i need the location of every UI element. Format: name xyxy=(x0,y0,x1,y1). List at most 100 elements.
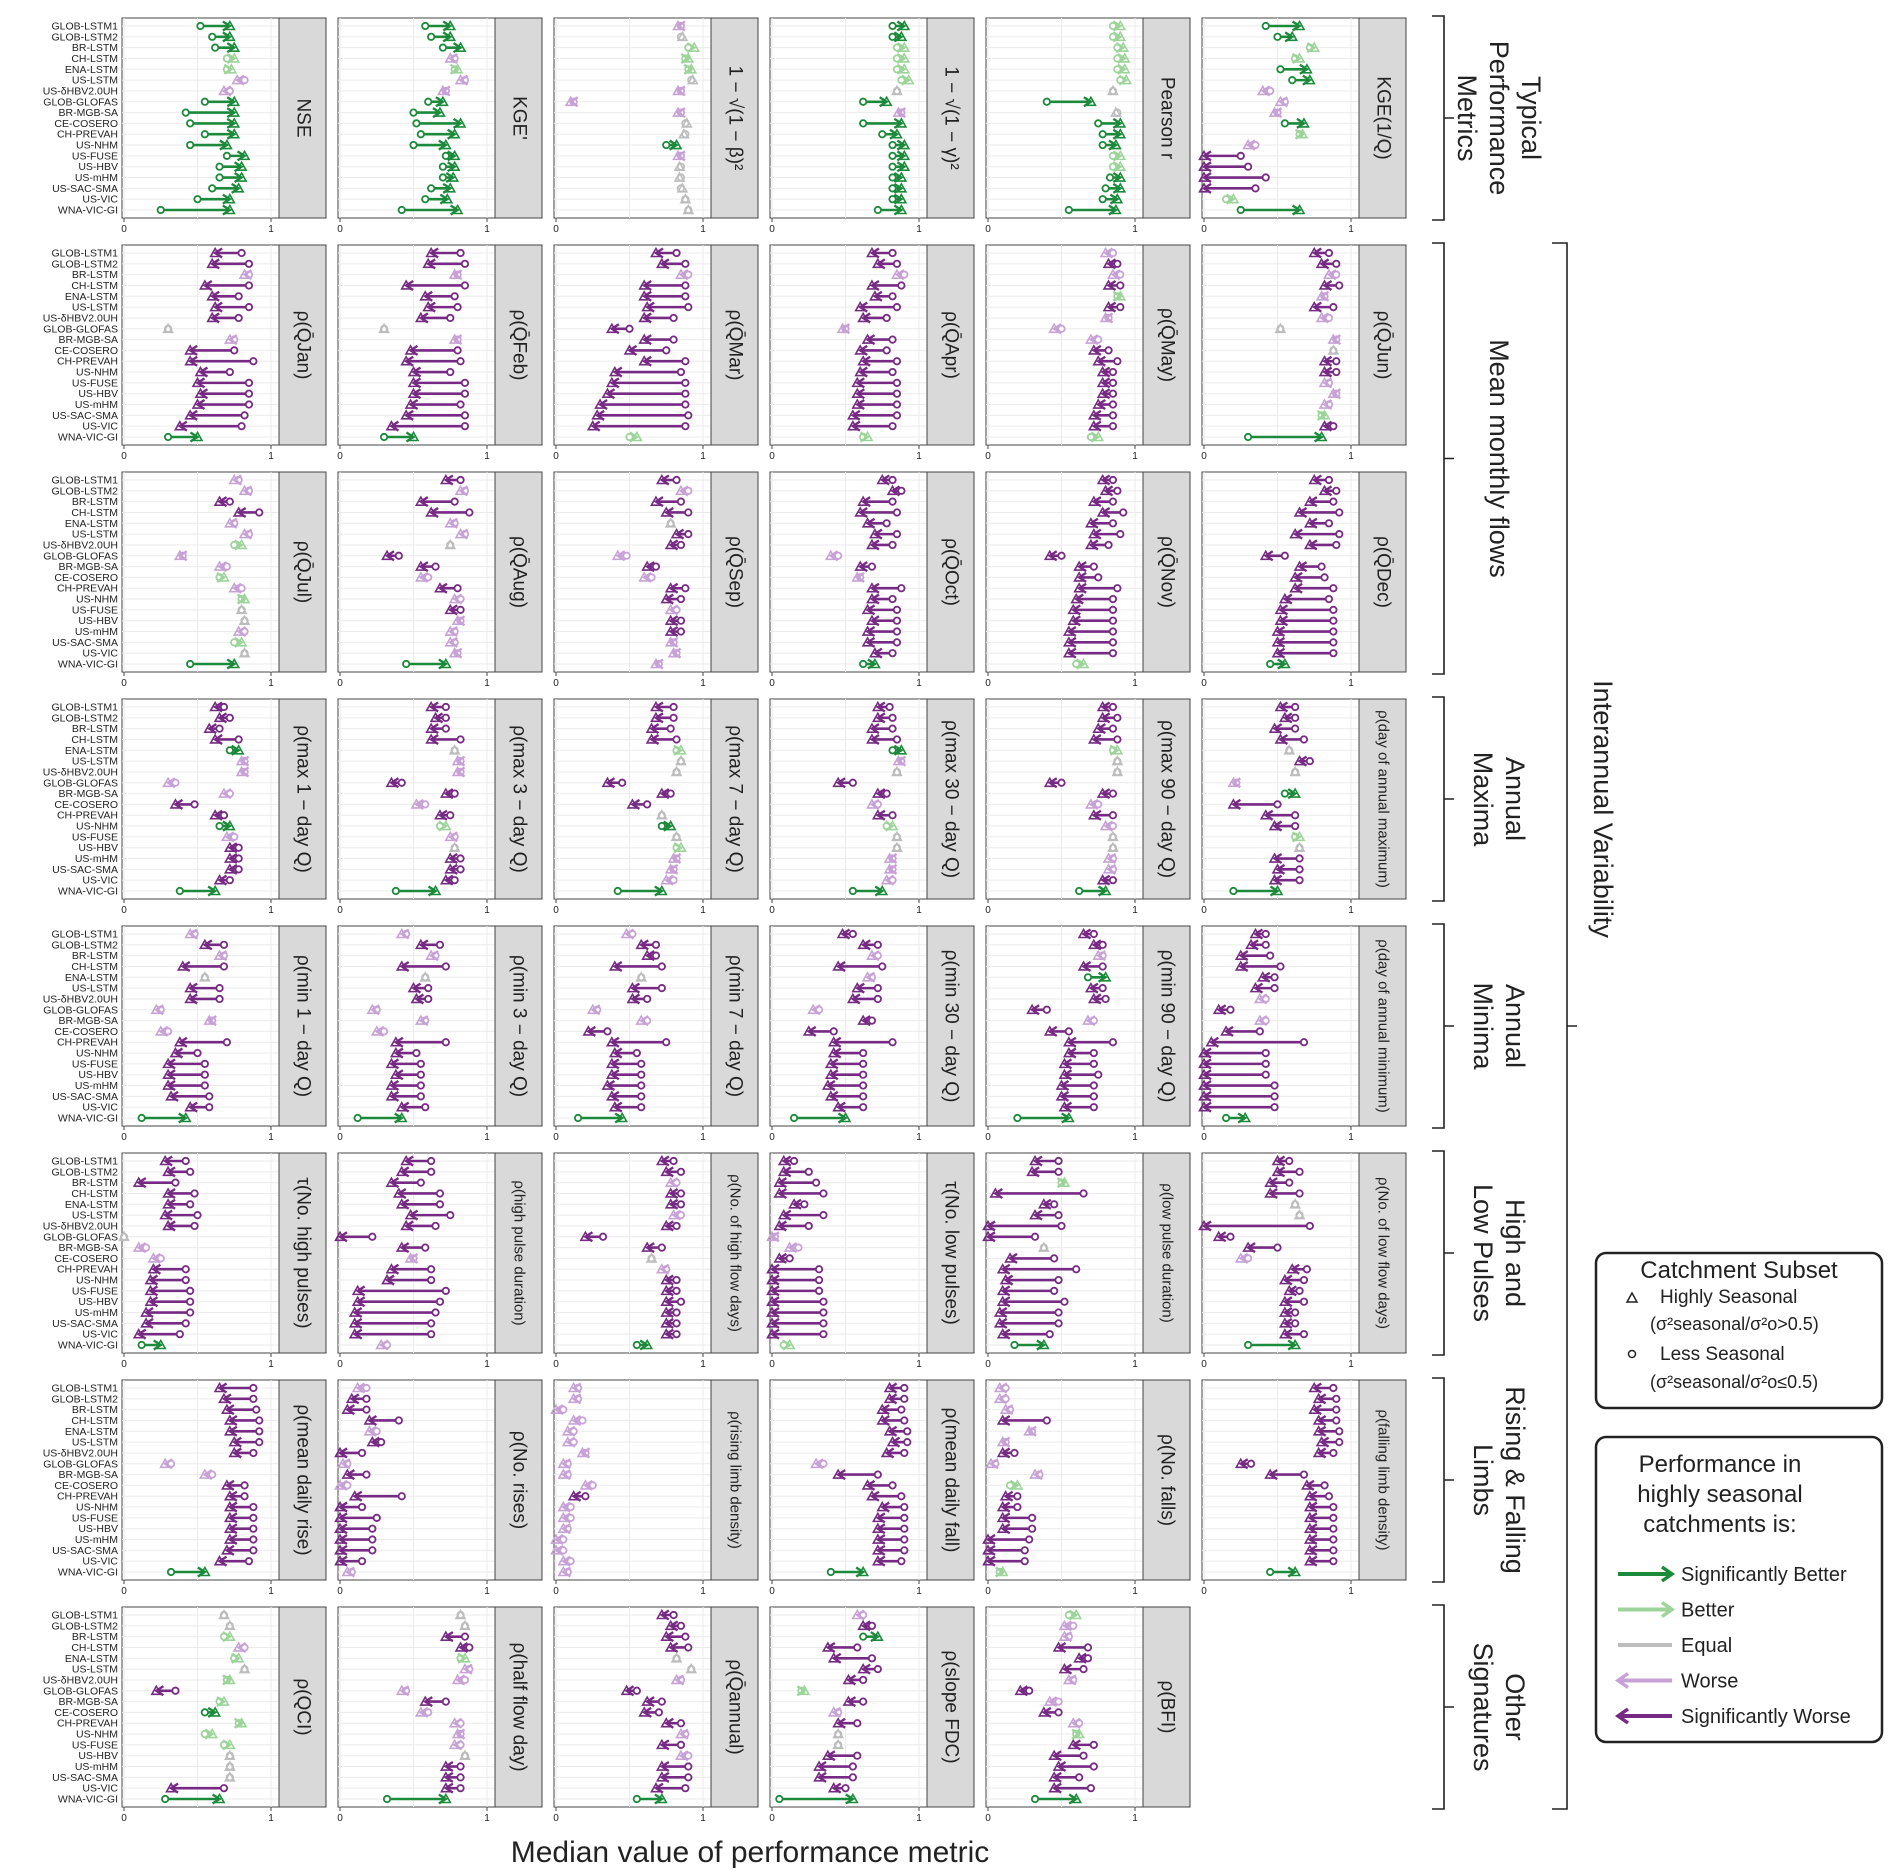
highly-seasonal-point xyxy=(429,884,442,896)
x-tick-label: 0 xyxy=(769,451,775,462)
x-tick-label: 0 xyxy=(769,1813,775,1824)
highly-seasonal-point xyxy=(448,160,461,172)
less-seasonal-point xyxy=(1226,1232,1235,1241)
less-seasonal-point xyxy=(1108,367,1118,377)
less-seasonal-point xyxy=(1305,757,1314,766)
highly-seasonal-point xyxy=(1062,1036,1075,1047)
less-seasonal-point xyxy=(684,411,693,420)
highly-seasonal-point xyxy=(688,41,701,52)
less-seasonal-point xyxy=(1020,1546,1029,1555)
less-seasonal-point xyxy=(1261,173,1270,182)
less-seasonal-point xyxy=(460,378,470,387)
highly-seasonal-point xyxy=(871,1522,884,1534)
highly-seasonal-point xyxy=(1096,700,1109,712)
panel-strip xyxy=(494,698,543,900)
less-seasonal-point xyxy=(1054,1708,1063,1717)
panel: ρ(high pulse duration)0 1 xyxy=(334,1152,543,1370)
x-tick-label: 0 xyxy=(121,1132,127,1143)
less-seasonal-point xyxy=(465,508,474,517)
x-tick-label: 0 xyxy=(121,678,127,689)
less-seasonal-point xyxy=(1098,130,1107,139)
less-seasonal-point xyxy=(460,1675,470,1685)
less-seasonal-point xyxy=(438,162,447,171)
x-tick-label: 0 xyxy=(337,678,343,689)
less-seasonal-point xyxy=(208,32,217,41)
highly-seasonal-point xyxy=(876,884,889,896)
model-label: GLOB-LSTM2 xyxy=(51,1393,118,1405)
less-seasonal-point xyxy=(559,1535,568,1544)
less-seasonal-point xyxy=(1332,1416,1341,1425)
highly-seasonal-point xyxy=(641,949,654,960)
model-label: GLOB-GLOFAS xyxy=(43,1458,118,1470)
highly-seasonal-point xyxy=(1096,874,1109,885)
less-seasonal-point xyxy=(1054,1156,1063,1166)
model-label: ENA-LSTM xyxy=(65,291,118,303)
model-label: US-NHM xyxy=(76,821,118,833)
highly-seasonal-point xyxy=(162,1079,174,1090)
highly-seasonal-point xyxy=(1107,841,1119,853)
less-seasonal-point xyxy=(859,119,868,128)
highly-seasonal-point xyxy=(1249,981,1262,993)
less-seasonal-point xyxy=(684,1751,693,1760)
highly-seasonal-point xyxy=(1271,647,1284,658)
highly-seasonal-point xyxy=(1298,117,1310,128)
less-seasonal-point xyxy=(588,1481,597,1490)
less-seasonal-point xyxy=(164,1027,173,1036)
less-seasonal-point xyxy=(657,821,666,831)
highly-seasonal-point xyxy=(232,1652,245,1663)
less-seasonal-point xyxy=(1251,140,1260,150)
less-seasonal-point xyxy=(1079,1189,1088,1198)
highly-seasonal-point xyxy=(664,863,677,874)
highly-seasonal-point xyxy=(1102,852,1115,863)
x-tick-label: 1 xyxy=(484,451,490,462)
panel-strip-label: ρ(Q̄Feb) xyxy=(508,310,529,381)
less-seasonal-point xyxy=(186,1167,195,1176)
less-seasonal-point xyxy=(397,1492,406,1501)
group-label: TypicalPerformanceMetrics xyxy=(1452,41,1546,196)
highly-seasonal-point xyxy=(404,1208,417,1220)
panel: ρ(Q̄Feb)0 1 xyxy=(337,244,543,462)
highly-seasonal-point xyxy=(1099,971,1112,982)
panel-frame xyxy=(553,17,712,219)
highly-seasonal-point xyxy=(876,1403,889,1414)
highly-seasonal-point xyxy=(218,1392,230,1404)
less-seasonal-point xyxy=(456,1784,465,1793)
model-label: US-SAC-SMA xyxy=(52,410,118,422)
panel: ρ(half flow day)0 1 xyxy=(337,1606,543,1824)
less-seasonal-point xyxy=(240,76,249,85)
panel-strip xyxy=(926,1606,975,1808)
highly-seasonal-point xyxy=(766,1284,778,1296)
highly-seasonal-point xyxy=(667,647,680,658)
model-label: WNA-VIC-GI xyxy=(58,1340,118,1352)
highly-seasonal-point xyxy=(645,722,658,733)
less-seasonal-point xyxy=(598,1232,608,1241)
highly-seasonal-point xyxy=(866,733,878,744)
legend-performance-title: Performance in highly seasonal catchments … xyxy=(1637,1451,1802,1538)
less-seasonal-point xyxy=(190,1221,199,1231)
highly-seasonal-point xyxy=(839,1111,852,1123)
highly-seasonal-point xyxy=(567,1381,580,1393)
x-tick-label: 0 xyxy=(1201,905,1207,916)
less-seasonal-point xyxy=(1108,422,1118,431)
highly-seasonal-point xyxy=(670,527,683,539)
panel: ρ(max 30 − day Q)0 1 xyxy=(769,698,975,916)
less-seasonal-point xyxy=(1329,584,1338,593)
highly-seasonal-point xyxy=(1067,603,1080,615)
x-tick-label: 0 xyxy=(553,678,559,689)
highly-seasonal-point xyxy=(1303,517,1316,528)
less-seasonal-point xyxy=(819,1308,828,1317)
highly-seasonal-point xyxy=(1293,841,1306,853)
legend-highly-cond: (σ²seasonal/σ²o>0.5) xyxy=(1650,1314,1819,1334)
panel-strip-label: ρ(Q̄Oct) xyxy=(940,538,961,606)
less-seasonal-point xyxy=(1329,1557,1338,1566)
highly-seasonal-point xyxy=(1256,84,1269,96)
highly-seasonal-point xyxy=(334,1533,346,1544)
less-seasonal-point xyxy=(249,1546,258,1555)
highly-seasonal-point xyxy=(1073,560,1086,571)
highly-seasonal-point xyxy=(773,1176,786,1187)
highly-seasonal-point xyxy=(650,246,662,258)
highly-seasonal-point xyxy=(1058,1068,1071,1080)
highly-seasonal-point xyxy=(861,603,874,615)
highly-seasonal-point xyxy=(1234,1252,1247,1263)
less-seasonal-point xyxy=(643,800,652,809)
